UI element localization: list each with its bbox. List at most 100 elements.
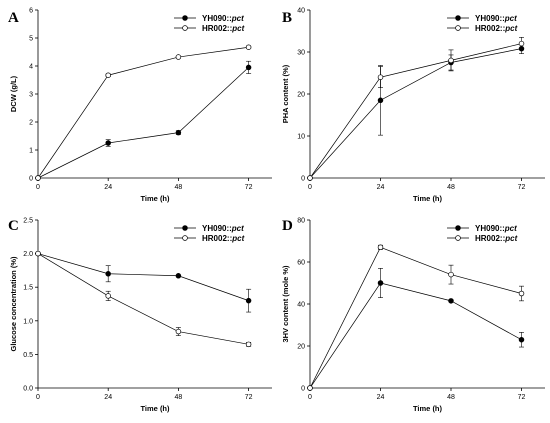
data-point xyxy=(448,298,454,304)
x-tick-label: 48 xyxy=(175,184,183,191)
legend-label: HR002::pct xyxy=(475,24,518,33)
y-tick-label: 10 xyxy=(297,134,305,141)
data-point xyxy=(518,40,525,47)
legend-label-main: HR002:: xyxy=(475,234,505,243)
y-axis-label: PHA content (%) xyxy=(281,64,290,123)
x-tick-label: 0 xyxy=(36,184,40,191)
legend-label-main: YH090:: xyxy=(475,14,505,23)
data-point xyxy=(245,44,252,50)
legend-label-italic: pct xyxy=(504,14,517,23)
y-tick-label: 0 xyxy=(301,386,305,393)
legend-label-italic: pct xyxy=(231,234,244,243)
y-tick-label: 2.0 xyxy=(23,251,33,258)
data-point xyxy=(175,328,182,335)
legend-label-main: HR002:: xyxy=(202,24,232,33)
series-hr002 xyxy=(307,244,525,391)
x-axis-label: Time (h) xyxy=(413,404,443,413)
y-tick-label: 2 xyxy=(29,120,33,127)
series-hr002 xyxy=(35,44,252,181)
legend-label: YH090::pct xyxy=(202,224,244,233)
legend-label-italic: pct xyxy=(231,224,244,233)
legend-label-italic: pct xyxy=(504,24,517,33)
legend-label-main: YH090:: xyxy=(202,224,232,233)
legend-label-main: HR002:: xyxy=(202,234,232,243)
x-tick-label: 24 xyxy=(377,394,385,401)
data-point xyxy=(105,293,111,299)
x-axis-label: Time (h) xyxy=(140,194,170,203)
data-point xyxy=(105,271,111,277)
series-hr002 xyxy=(35,250,252,348)
y-tick-label: 1 xyxy=(29,148,33,155)
legend-marker xyxy=(455,25,461,31)
x-tick-label: 0 xyxy=(308,394,312,401)
data-point xyxy=(377,97,384,104)
y-tick-label: 3 xyxy=(29,92,33,99)
data-point xyxy=(245,297,252,304)
legend-label: HR002::pct xyxy=(202,234,245,243)
series-line xyxy=(37,67,249,179)
y-tick-label: 4 xyxy=(29,64,33,71)
x-tick-label: 0 xyxy=(36,394,40,401)
data-point xyxy=(35,175,41,181)
data-point xyxy=(245,64,252,71)
x-tick-label: 48 xyxy=(447,394,455,401)
y-tick-label: 0 xyxy=(301,176,305,183)
legend-marker xyxy=(182,25,188,31)
series-line xyxy=(309,246,522,389)
series-line xyxy=(309,43,522,179)
series-line xyxy=(37,253,249,301)
series-line xyxy=(37,253,249,345)
series-yh090 xyxy=(35,60,252,181)
panel-letter: D xyxy=(282,218,293,234)
legend-label-italic: pct xyxy=(231,24,244,33)
data-point xyxy=(518,336,525,343)
data-point xyxy=(175,54,182,60)
legend-label-main: YH090:: xyxy=(202,14,232,23)
panel-letter: B xyxy=(282,10,292,26)
series-yh090 xyxy=(35,250,252,313)
x-tick-label: 72 xyxy=(518,184,526,191)
x-tick-label: 24 xyxy=(104,184,112,191)
x-tick-label: 24 xyxy=(104,394,112,401)
x-axis-label: Time (h) xyxy=(140,404,170,413)
y-axis-label: DCW (g/L) xyxy=(9,75,18,112)
y-tick-label: 2.5 xyxy=(23,218,33,225)
y-tick-label: 0.5 xyxy=(23,352,33,359)
x-tick-label: 48 xyxy=(175,394,183,401)
x-tick-label: 72 xyxy=(245,394,253,401)
data-point xyxy=(35,250,41,257)
panel-letter: A xyxy=(8,10,19,26)
y-tick-label: 30 xyxy=(297,50,305,57)
y-tick-label: 40 xyxy=(297,302,305,309)
y-tick-label: 0 xyxy=(29,176,33,183)
series-hr002 xyxy=(307,36,525,181)
x-tick-label: 72 xyxy=(518,394,526,401)
data-point xyxy=(307,385,313,391)
legend-marker xyxy=(182,225,188,231)
legend-marker xyxy=(182,235,188,241)
y-tick-label: 0.0 xyxy=(23,386,33,393)
data-point xyxy=(448,57,454,64)
y-tick-label: 6 xyxy=(29,8,33,15)
legend-label-italic: pct xyxy=(504,234,517,243)
data-point xyxy=(518,290,525,297)
x-axis-label: Time (h) xyxy=(413,194,443,203)
panel-b: B 0 10 20 30 40 0 24 48 72 Time (h) PHA content (%)… xyxy=(281,8,545,203)
y-tick-label: 5 xyxy=(29,36,33,43)
series-yh090 xyxy=(307,267,525,391)
data-point xyxy=(377,74,384,80)
panel-d: D 0 20 40 60 80 0 24 48 72 Time (h) 3HV content (mo… xyxy=(281,218,545,413)
x-tick-label: 72 xyxy=(245,184,253,191)
y-axis-label: 3HV content (mole %) xyxy=(281,265,290,343)
data-point xyxy=(175,273,182,279)
panel-letter: C xyxy=(8,218,19,234)
y-tick-label: 1.5 xyxy=(23,285,33,292)
data-point xyxy=(377,280,384,286)
legend-marker xyxy=(455,235,461,241)
y-tick-label: 20 xyxy=(297,344,305,351)
legend-label: HR002::pct xyxy=(475,234,518,243)
series-line xyxy=(309,48,522,179)
series-line xyxy=(309,282,522,389)
